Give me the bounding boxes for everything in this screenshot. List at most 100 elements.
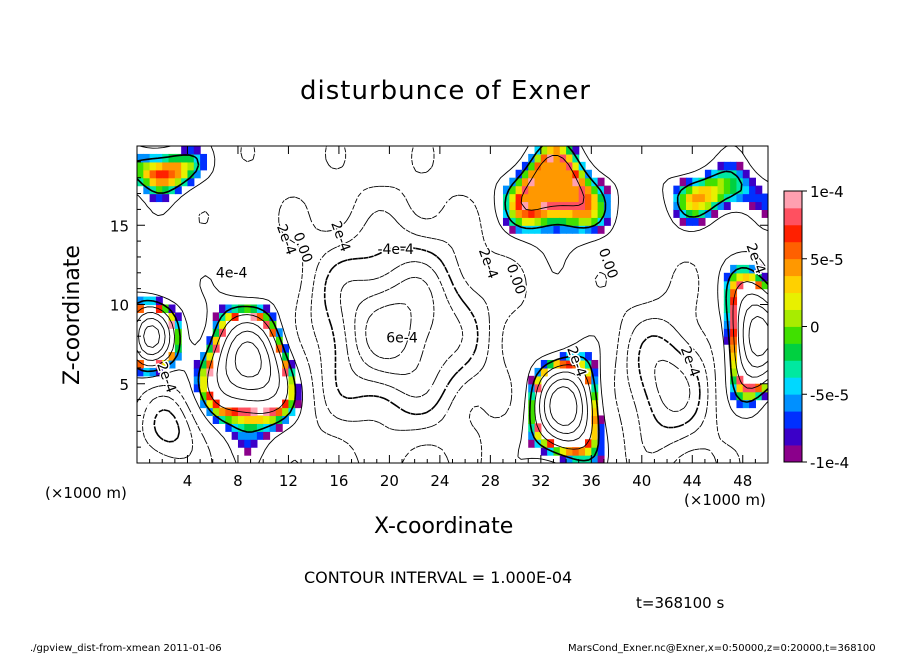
field-cell: [225, 407, 233, 417]
field-cell: [137, 304, 144, 314]
field-cell: [685, 217, 693, 226]
field-cell: [534, 201, 542, 210]
field-cell: [193, 146, 201, 155]
field-cell: [679, 193, 687, 203]
field-cell: [250, 439, 258, 448]
field-cell: [553, 185, 561, 195]
field-cell: [540, 153, 548, 163]
field-cell: [200, 383, 208, 393]
x-tick-label: 40: [632, 472, 651, 490]
field-cell: [711, 169, 719, 179]
field-cell: [193, 169, 201, 179]
field-cell: [269, 407, 277, 417]
field-cell: [528, 201, 536, 210]
field-cell: [597, 423, 605, 432]
field-cell: [723, 296, 731, 306]
field-cell: [749, 185, 756, 195]
field-cell: [566, 455, 573, 463]
contour-line: [137, 146, 741, 463]
field-cell: [597, 193, 605, 203]
field-cell: [597, 431, 605, 440]
field-cell: [282, 352, 290, 361]
field-cell: [736, 399, 744, 409]
field-cell: [717, 177, 725, 187]
field-cell: [149, 185, 157, 195]
field-cell: [730, 161, 738, 171]
field-cell: [566, 217, 573, 226]
field-cell: [540, 146, 548, 155]
colorbar-swatch: [784, 428, 802, 446]
field-cell: [578, 217, 586, 226]
field-cell: [685, 177, 693, 187]
field-cell: [679, 177, 687, 187]
field-cell: [730, 272, 738, 282]
field-cell: [515, 209, 523, 218]
field-cell: [742, 399, 750, 409]
field-cell: [685, 209, 693, 218]
field-cell: [540, 217, 548, 226]
field-cell: [143, 367, 151, 377]
field-cell: [269, 312, 277, 321]
field-cell: [528, 375, 536, 385]
field-cell: [540, 209, 548, 218]
field-cell: [692, 201, 700, 210]
field-cell: [534, 217, 542, 226]
field-cell: [742, 169, 750, 179]
field-cell: [282, 407, 290, 417]
field-cell: [168, 359, 176, 369]
field-cell: [540, 359, 548, 369]
field-cell: [566, 209, 573, 218]
field-cell: [509, 185, 517, 195]
field-cell: [749, 391, 756, 401]
field-cell: [534, 153, 542, 163]
field-cell: [553, 359, 561, 369]
field-cell: [553, 177, 561, 187]
field-cell: [578, 177, 586, 187]
field-cell: [219, 415, 226, 424]
field-cell: [597, 177, 605, 187]
field-cell: [155, 185, 163, 195]
field-cell: [237, 439, 245, 448]
field-cell: [736, 272, 744, 282]
field-cell: [553, 209, 561, 218]
field-cell: [559, 352, 567, 361]
field-cell: [237, 415, 245, 424]
field-cell: [591, 439, 599, 448]
x-tick-label: 16: [329, 472, 348, 490]
field-cell: [597, 455, 605, 463]
colorbar-swatch: [784, 275, 802, 294]
field-cell: [597, 217, 605, 226]
field-cell: [585, 359, 592, 369]
field-cell: [269, 415, 277, 424]
field-cell: [698, 217, 706, 226]
field-cell: [755, 280, 763, 290]
field-cell: [200, 391, 208, 401]
field-cell: [212, 312, 220, 321]
field-cell: [723, 288, 731, 298]
field-cell: [187, 153, 195, 163]
contour-label: 2e-4: [327, 219, 353, 254]
field-cell: [566, 169, 573, 179]
contour-line: [137, 146, 768, 463]
field-cell: [566, 193, 573, 203]
field-cell: [162, 169, 170, 179]
field-cell: [294, 383, 302, 393]
field-cell: [143, 153, 151, 163]
field-cell: [730, 177, 738, 187]
field-cell: [578, 193, 586, 203]
field-cell: [547, 217, 555, 226]
field-cell: [528, 431, 536, 440]
field-cell: [212, 415, 220, 424]
field-cell: [591, 217, 599, 226]
field-cell: [730, 193, 738, 203]
field-cell: [528, 391, 536, 401]
field-cell: [761, 280, 768, 290]
field-cell: [761, 201, 768, 210]
field-cell: [528, 415, 536, 424]
field-cell: [174, 169, 182, 179]
field-cell: [168, 169, 176, 179]
colorbar-swatch: [784, 224, 802, 243]
field-cell: [515, 225, 523, 234]
field-cell: [294, 399, 302, 409]
